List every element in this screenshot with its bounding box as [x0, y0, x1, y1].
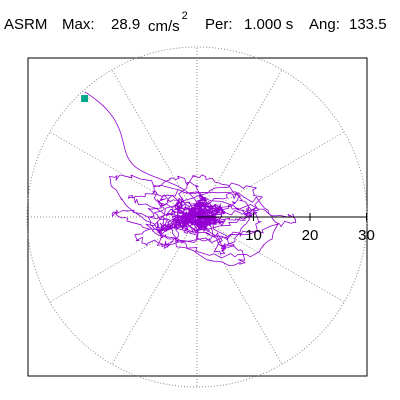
max-unit-text: cm/s	[148, 18, 180, 35]
grid-spoke-240	[111, 216, 198, 365]
angle-label: Ang:	[309, 16, 340, 33]
peak-marker	[81, 95, 89, 103]
radial-axis: 10 20 30	[197, 213, 375, 244]
radial-tick-label-10: 10	[245, 227, 262, 244]
grid-spoke-30	[196, 131, 345, 218]
grid-spoke-330	[196, 216, 345, 303]
radial-tick-label-30: 30	[358, 227, 375, 244]
period-value: 1.000 s	[244, 16, 294, 33]
grid-spoke-150	[49, 131, 198, 218]
radial-tick-label-20: 20	[302, 227, 319, 244]
chart-header: ASRM Max: 28.9 cm/s2 Per: 1.000 s Ang: 1…	[4, 10, 396, 38]
grid-spoke-60	[196, 69, 283, 218]
max-value: 28.9	[111, 16, 141, 33]
max-unit: cm/s2	[148, 10, 188, 35]
station-code: ASRM	[4, 16, 48, 33]
max-label: Max:	[62, 16, 95, 33]
peak-marker-group	[81, 95, 89, 103]
orbit-path	[84, 91, 297, 266]
max-unit-exponent: 2	[181, 10, 188, 22]
period-label: Per:	[205, 16, 233, 33]
grid-spoke-120	[111, 69, 198, 218]
grid-spoke-300	[196, 216, 283, 365]
grid-spoke-210	[49, 216, 198, 303]
angle-value: 133.5	[349, 16, 387, 33]
orbit-trace	[84, 91, 297, 266]
